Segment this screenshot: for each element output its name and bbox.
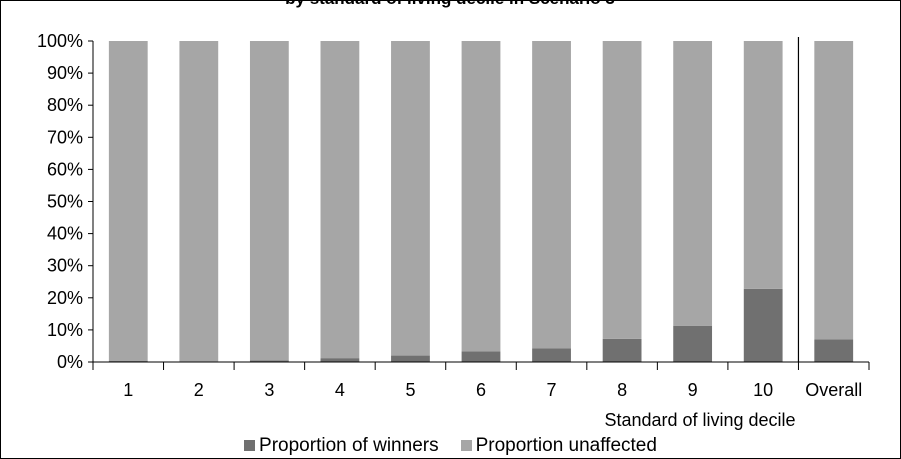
- bar-winners-3: [249, 360, 289, 362]
- bar-unaffected-1: [108, 41, 148, 362]
- legend-label-unaffected: Proportion unaffected: [475, 434, 657, 456]
- y-tick-label: 10%: [47, 320, 83, 340]
- y-tick-label: 60%: [47, 159, 83, 179]
- x-axis-title: Standard of living decile: [604, 410, 795, 430]
- x-tick-label: 4: [335, 380, 345, 400]
- x-tick-label: 8: [617, 380, 627, 400]
- y-tick-label: 20%: [47, 288, 83, 308]
- chart-title: by standard of living decile in Scenario…: [285, 0, 615, 8]
- bar-winners-9: [673, 325, 713, 362]
- y-tick-label: 50%: [47, 192, 83, 212]
- legend-swatch-winners: [244, 440, 256, 451]
- x-tick-label: 6: [476, 380, 486, 400]
- legend-item-unaffected: Proportion unaffected: [460, 434, 657, 457]
- bar-unaffected-2: [179, 41, 219, 362]
- bar-unaffected-4: [320, 41, 360, 359]
- bar-unaffected-5: [391, 41, 430, 356]
- x-tick-label: Overall: [805, 380, 862, 400]
- x-tick-label: 5: [405, 380, 415, 400]
- y-tick-label: 70%: [47, 127, 83, 147]
- y-tick-label: 100%: [37, 31, 83, 51]
- bar-unaffected-7: [532, 41, 571, 349]
- x-tick-label: 10: [753, 380, 773, 400]
- legend-swatch-unaffected: [460, 440, 472, 451]
- legend-label-winners: Proportion of winners: [259, 434, 439, 456]
- bars-group: [108, 41, 854, 362]
- bar-winners-10: [743, 288, 783, 362]
- bar-winners-4: [320, 358, 360, 362]
- y-tick-label: 40%: [47, 224, 83, 244]
- y-tick-label: 90%: [47, 63, 83, 83]
- x-tick-label: 1: [123, 380, 133, 400]
- bar-unaffected-10: [743, 41, 783, 289]
- x-tick-label: 9: [688, 380, 698, 400]
- bar-winners-6: [461, 351, 501, 362]
- bar-unaffected-3: [249, 41, 289, 361]
- bar-winners-overall: [814, 339, 854, 362]
- y-tick-label: 80%: [47, 95, 83, 115]
- bar-winners-8: [602, 338, 642, 362]
- bar-unaffected-overall: [814, 41, 854, 340]
- bar-winners-5: [391, 355, 430, 362]
- bar-unaffected-8: [602, 41, 642, 339]
- bar-winners-7: [532, 348, 571, 362]
- x-tick-label: 3: [264, 380, 274, 400]
- legend-item-winners: Proportion of winners: [244, 435, 439, 457]
- y-tick-label: 0%: [57, 352, 83, 372]
- bar-unaffected-9: [673, 41, 713, 326]
- x-tick-label: 7: [547, 380, 557, 400]
- bar-unaffected-6: [461, 41, 501, 352]
- legend: Proportion of winners Proportion unaffec…: [0, 432, 901, 459]
- x-tick-label: 2: [194, 380, 204, 400]
- y-tick-label: 30%: [47, 256, 83, 276]
